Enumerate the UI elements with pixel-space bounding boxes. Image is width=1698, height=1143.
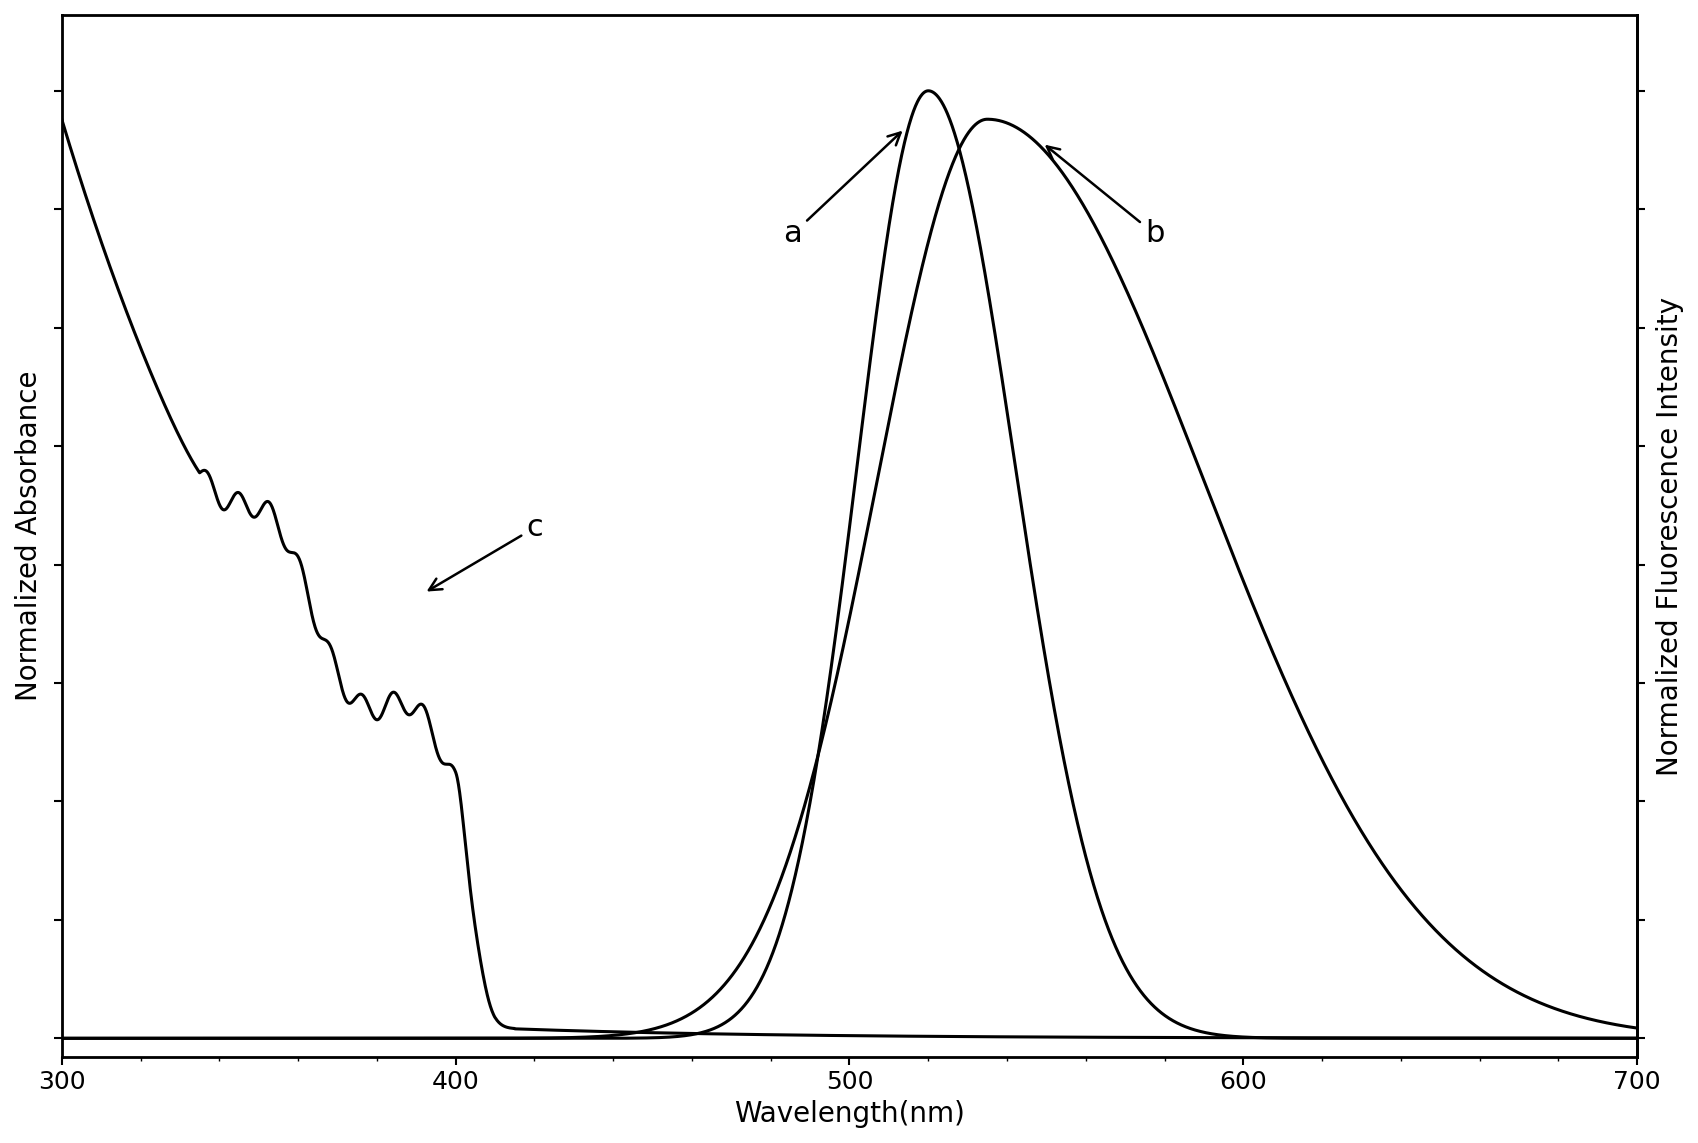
Text: a: a: [783, 133, 900, 248]
Text: c: c: [428, 513, 543, 590]
X-axis label: Wavelength(nm): Wavelength(nm): [734, 1100, 964, 1128]
Y-axis label: Normalized Fluorescence Intensity: Normalized Fluorescence Intensity: [1656, 297, 1683, 776]
Text: b: b: [1046, 146, 1163, 248]
Y-axis label: Normalized Absorbance: Normalized Absorbance: [15, 370, 42, 702]
